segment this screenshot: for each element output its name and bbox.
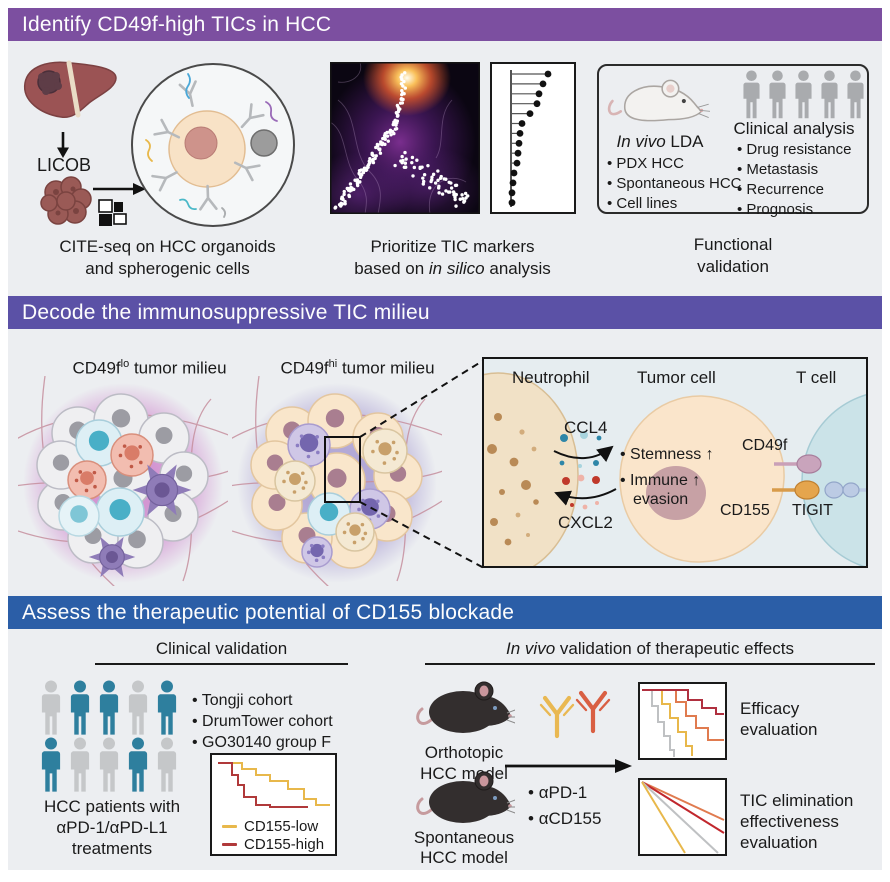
cd155-label: CD155 <box>720 502 770 519</box>
bullet-item: Spontaneous HCC <box>607 174 742 194</box>
bullet-item: αPD-1 <box>528 780 638 806</box>
cxcl2-label: CXCL2 <box>558 513 613 532</box>
bullet-item: Drug resistance <box>737 140 867 160</box>
patients-row-1 <box>38 680 180 737</box>
efficacy-evaluation-label: Efficacy evaluation <box>740 699 818 739</box>
functional-validation-caption: Functional validation <box>693 235 773 276</box>
insilico-caption: Prioritize TIC markers based on in silic… <box>354 237 551 278</box>
section3-title: Assess the therapeutic potential of CD15… <box>22 601 515 624</box>
cd49f-label: CD49f <box>742 437 788 454</box>
clinical-analysis-title: Clinical analysis <box>733 119 855 138</box>
person-icon <box>128 680 148 735</box>
section1-title: Identify CD49f-high TICs in HCC <box>22 13 332 36</box>
bullet-item: Prognosis <box>737 200 867 220</box>
km-legend-high: CD155-high <box>222 836 324 853</box>
orthotopic-mouse-icon <box>416 680 515 735</box>
section2-header: Decode the immunosuppressive TIC milieu <box>8 296 882 329</box>
person-icon <box>157 680 177 735</box>
tumor-cell-label: Tumor cell <box>637 368 716 387</box>
section3-panel <box>8 629 882 870</box>
person-icon <box>128 737 148 792</box>
lda-title: In vivo LDA <box>616 132 704 151</box>
person-icon <box>743 70 760 119</box>
section1-header: Identify CD49f-high TICs in HCC <box>8 8 882 41</box>
efficacy-plot <box>638 682 727 760</box>
person-icon <box>99 737 119 792</box>
stemness-label: • Stemness ↑ <box>620 446 714 463</box>
zoom-callout-lines <box>324 359 485 569</box>
t-cell-label: T cell <box>796 368 837 387</box>
spontaneous-model-label: Spontaneous HCC model <box>413 828 515 867</box>
cite-seq-droplet-illustration <box>131 63 295 227</box>
km-high-swatch <box>222 843 237 846</box>
cd49f-hi-label: CD49fhi tumor milieu <box>280 358 435 378</box>
treatment-list: αPD-1αCD155 <box>528 780 638 832</box>
detail-box-illustration <box>484 372 866 566</box>
person-icon <box>41 737 61 792</box>
immune-evasion-label-1: • Immune ↑ <box>620 472 701 489</box>
liver-icon <box>24 60 117 119</box>
lda-list: PDX HCCSpontaneous HCCCell lines <box>607 154 742 214</box>
antibody-icons <box>539 690 611 739</box>
cd49f-lo-label: CD49flo tumor milieu <box>72 358 227 378</box>
cite-seq-caption: CITE-seq on HCC organoids and spherogeni… <box>59 237 276 278</box>
bullet-item: GO30140 group F <box>192 732 352 753</box>
organoid-icon <box>40 176 92 225</box>
km-legend-low: CD155-low <box>222 818 318 835</box>
tic-milieu-detail-box: Neutrophil Tumor cell T cell CCL4 CXCL2 … <box>482 357 868 568</box>
person-icon <box>157 737 177 792</box>
anti-pd1-antibody-icon <box>539 695 575 739</box>
km-plot: CD155-low CD155-high <box>210 753 337 856</box>
bullet-item: αCD155 <box>528 806 638 832</box>
ccl4-label: CCL4 <box>564 418 608 437</box>
hcc-patients-caption: HCC patients with αPD-1/αPD-L1 treatment… <box>43 797 181 858</box>
tigit-label: TIGIT <box>792 502 833 519</box>
invivo-validation-underline <box>425 663 875 665</box>
person-icon <box>70 680 90 735</box>
density-plot <box>330 62 480 214</box>
bullet-item: PDX HCC <box>607 154 742 174</box>
km-low-swatch <box>222 825 237 828</box>
bullet-item: Metastasis <box>737 160 867 180</box>
spontaneous-mouse-icon <box>416 770 515 825</box>
anti-cd155-antibody-icon <box>575 690 611 734</box>
person-icon <box>821 70 838 119</box>
bullet-item: DrumTower cohort <box>192 711 352 732</box>
patients-row-2 <box>38 737 180 794</box>
neutrophil-label: Neutrophil <box>512 368 590 387</box>
cd49f-lo-tumor-illustration <box>18 376 228 586</box>
person-icon <box>795 70 812 119</box>
invivo-validation-title: In vivo validation of therapeutic effect… <box>506 639 794 658</box>
cohort-list: Tongji cohortDrumTower cohortGO30140 gro… <box>192 690 352 753</box>
person-icon <box>847 70 864 119</box>
white-mouse-icon <box>607 79 710 122</box>
clinical-validation-underline <box>95 663 348 665</box>
person-icon <box>41 680 61 735</box>
arrow-down-icon <box>57 132 69 158</box>
marker-ranking-plot <box>490 62 576 214</box>
treatment-arrow-icon <box>505 759 632 773</box>
immune-evasion-label-2: evasion <box>633 491 689 508</box>
clinical-analysis-people-icons <box>740 70 867 121</box>
licob-label: LICOB <box>36 155 92 175</box>
chip-icon <box>98 199 127 226</box>
clinical-analysis-list: Drug resistanceMetastasisRecurrenceProgn… <box>737 140 867 220</box>
person-icon <box>769 70 786 119</box>
tic-elimination-label: TIC elimination effectiveness evaluation <box>740 791 854 852</box>
bullet-item: Cell lines <box>607 194 742 214</box>
section2-title: Decode the immunosuppressive TIC milieu <box>22 301 430 324</box>
bullet-item: Recurrence <box>737 180 867 200</box>
section3-header: Assess the therapeutic potential of CD15… <box>8 596 882 629</box>
person-icon <box>70 737 90 792</box>
arrow-right-icon <box>93 183 146 195</box>
bullet-item: Tongji cohort <box>192 690 352 711</box>
clinical-validation-title: Clinical validation <box>155 639 288 658</box>
non-tic-cell <box>250 129 278 157</box>
tic-elimination-plot <box>638 778 727 856</box>
person-icon <box>99 680 119 735</box>
